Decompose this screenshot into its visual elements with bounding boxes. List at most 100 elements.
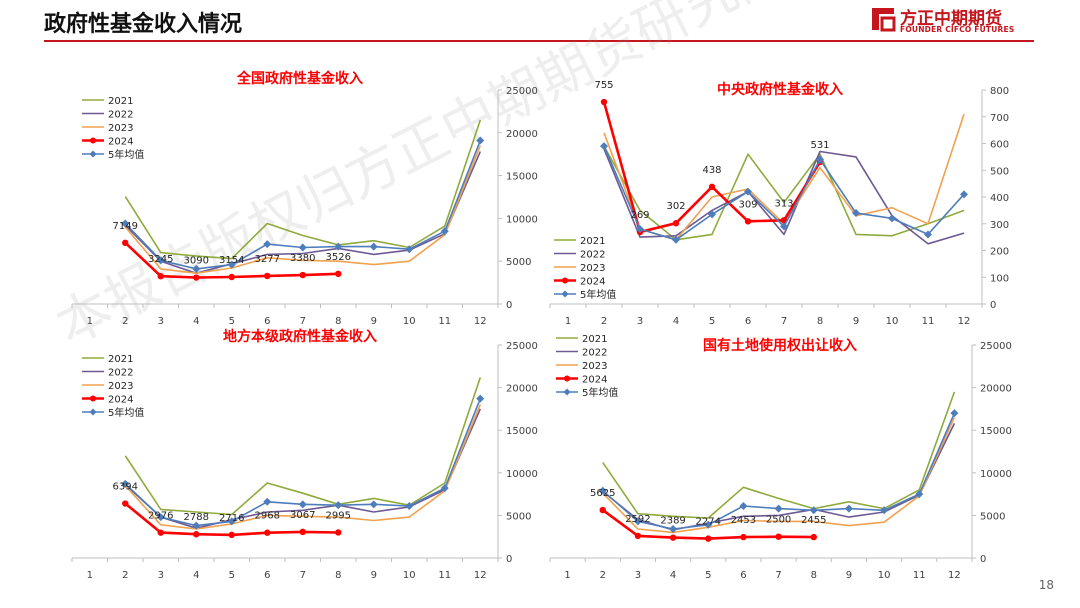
data-point-avg xyxy=(600,142,608,151)
data-point-2024 xyxy=(810,533,817,541)
data-point-avg xyxy=(263,497,272,506)
y-tick-label: 5000 xyxy=(506,511,531,522)
y-tick-label: 25000 xyxy=(506,86,538,97)
data-label: 3067 xyxy=(290,510,315,521)
data-label: 531 xyxy=(810,140,829,151)
data-point-avg xyxy=(476,136,485,145)
legend-marker xyxy=(563,388,571,396)
data-point-2024 xyxy=(775,533,782,540)
x-tick-label: 5 xyxy=(229,316,235,327)
x-tick-label: 2 xyxy=(601,316,607,327)
data-point-avg xyxy=(369,500,378,509)
data-point-avg xyxy=(369,242,378,251)
x-tick-label: 3 xyxy=(158,316,164,327)
data-label: 2389 xyxy=(660,516,685,527)
x-tick-label: 6 xyxy=(264,316,270,327)
legend-label: 2023 xyxy=(108,123,133,134)
data-point-avg xyxy=(950,409,959,418)
data-point-avg xyxy=(708,210,716,219)
data-label: 3245 xyxy=(148,254,173,265)
data-point-avg xyxy=(440,227,449,236)
series-line-2022 xyxy=(124,151,482,274)
data-point-avg xyxy=(744,187,752,196)
data-label: 2453 xyxy=(731,515,756,526)
x-tick-label: 12 xyxy=(474,316,487,327)
legend-label: 2022 xyxy=(582,348,607,359)
data-label: 2274 xyxy=(696,517,721,528)
data-label: 2995 xyxy=(326,510,351,521)
x-tick-label: 10 xyxy=(403,570,416,581)
x-tick-label: 12 xyxy=(948,570,961,581)
data-point-avg xyxy=(924,230,932,239)
x-tick-label: 12 xyxy=(474,570,487,581)
x-tick-label: 5 xyxy=(709,316,715,327)
data-point-avg xyxy=(476,394,485,403)
y-tick-label: 100 xyxy=(990,273,1009,284)
data-point-avg xyxy=(121,219,130,228)
series-line-2023 xyxy=(124,145,482,274)
data-point-avg xyxy=(227,260,236,269)
series-line-2023 xyxy=(602,417,956,534)
legend-label: 5年均值 xyxy=(582,386,618,399)
data-point-2024 xyxy=(672,220,680,227)
legend-label: 2023 xyxy=(580,263,605,274)
data-point-avg xyxy=(669,525,678,534)
data-label: 6394 xyxy=(113,482,138,493)
x-tick-label: 6 xyxy=(264,570,270,581)
x-tick-label: 4 xyxy=(193,570,199,581)
x-tick-label: 5 xyxy=(229,570,235,581)
data-point-avg xyxy=(672,235,680,244)
data-point-avg xyxy=(192,521,201,530)
y-tick-label: 20000 xyxy=(506,129,538,140)
y-tick-label: 20000 xyxy=(506,384,538,395)
x-tick-label: 4 xyxy=(673,316,679,327)
data-point-2024 xyxy=(157,529,164,536)
x-tick-label: 2 xyxy=(600,570,606,581)
data-point-avg xyxy=(440,484,449,493)
x-tick-label: 2 xyxy=(122,570,128,581)
legend-label: 2024 xyxy=(582,375,607,386)
data-point-2024 xyxy=(122,239,129,247)
x-tick-label: 11 xyxy=(922,316,935,327)
data-label: 2968 xyxy=(255,511,280,522)
x-tick-label: 9 xyxy=(371,570,377,581)
y-tick-label: 800 xyxy=(990,86,1009,97)
y-tick-label: 400 xyxy=(990,193,1009,204)
x-tick-label: 12 xyxy=(958,316,971,327)
data-point-avg xyxy=(298,500,307,509)
company-logo: 方正中期期货 FOUNDER CIFCO FUTURES xyxy=(868,4,1028,38)
legend-marker xyxy=(561,290,569,298)
title-rule xyxy=(44,40,1034,42)
legend-marker xyxy=(562,277,568,284)
data-point-avg xyxy=(121,479,130,488)
series-line-2021 xyxy=(602,391,956,519)
chart-title: 地方本级政府性基金收入 xyxy=(223,328,377,345)
logo-text-en: FOUNDER CIFCO FUTURES xyxy=(900,25,1015,34)
legend-label: 5年均值 xyxy=(108,148,144,161)
x-tick-label: 11 xyxy=(438,316,451,327)
x-tick-label: 1 xyxy=(565,316,571,327)
x-tick-label: 7 xyxy=(781,316,787,327)
x-tick-label: 3 xyxy=(635,570,641,581)
y-tick-label: 15000 xyxy=(506,172,538,183)
data-point-2024 xyxy=(708,183,716,191)
data-point-avg xyxy=(780,222,788,231)
data-point-avg xyxy=(636,225,644,234)
data-point-avg xyxy=(334,242,343,251)
data-label: 3380 xyxy=(290,253,315,264)
legend-label: 2021 xyxy=(108,96,133,107)
legend-label: 2023 xyxy=(582,361,607,372)
data-point-2024 xyxy=(157,273,164,280)
y-tick-label: 0 xyxy=(506,554,512,565)
x-tick-label: 1 xyxy=(87,316,93,327)
series-line-2021 xyxy=(124,377,482,516)
data-point-avg xyxy=(405,245,414,254)
data-point-avg xyxy=(888,214,896,223)
logo-mark-icon xyxy=(872,8,896,32)
data-label: 3154 xyxy=(219,255,244,266)
data-label: 2976 xyxy=(148,511,173,522)
data-point-2024 xyxy=(335,270,342,278)
data-label: 3090 xyxy=(184,256,209,267)
data-label: 7149 xyxy=(113,221,138,232)
